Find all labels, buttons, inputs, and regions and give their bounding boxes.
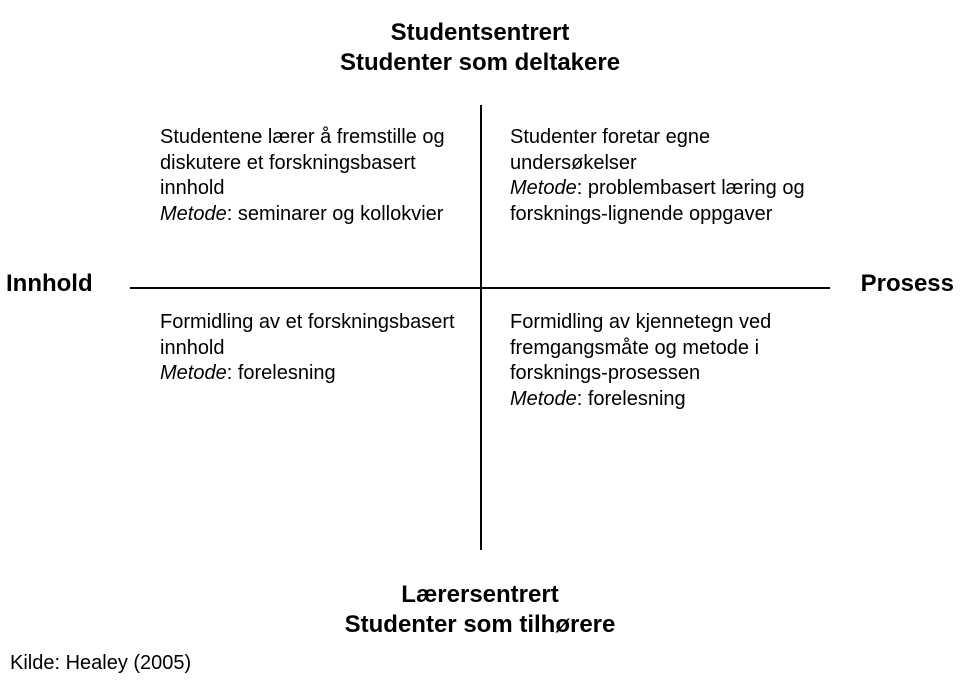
quadrant-bl-text: Formidling av et forskningsbasert innhol…: [160, 311, 455, 359]
vertical-axis-line: [480, 105, 482, 550]
quadrant-tr-text: Studenter foretar egne undersøkelser: [510, 126, 710, 174]
quadrant-top-right: Studenter foretar egne undersøkelser Met…: [510, 125, 810, 227]
quadrant-bl-method-text: : forelesning: [227, 362, 336, 384]
quadrant-tl-method-label: Metode: [160, 203, 227, 225]
left-axis-label: Innhold: [0, 270, 116, 298]
quadrant-br-text: Formidling av kjennetegn ved fremgangsmå…: [510, 311, 771, 384]
quadrant-bottom-right: Formidling av kjennetegn ved fremgangsmå…: [510, 310, 810, 412]
bottom-axis-heading: Lærersentrert Studenter som tilhørere: [0, 580, 960, 640]
top-axis-line1: Studentsentrert: [391, 19, 570, 46]
quadrant-bl-method-label: Metode: [160, 362, 227, 384]
horizontal-axis-line: [130, 287, 830, 289]
quadrant-bottom-left: Formidling av et forskningsbasert innhol…: [160, 310, 460, 387]
bottom-axis-line2: Studenter som tilhørere: [345, 611, 616, 638]
top-axis-heading: Studentsentrert Studenter som deltakere: [0, 18, 960, 78]
right-axis-label: Prosess: [834, 270, 960, 298]
source-citation: Kilde: Healey (2005): [10, 652, 191, 675]
quadrant-br-method-text: : forelesning: [577, 388, 686, 410]
diagram-canvas: Studentsentrert Studenter som deltakere …: [0, 0, 960, 685]
top-axis-line2: Studenter som deltakere: [340, 49, 620, 76]
quadrant-tl-method-text: : seminarer og kollokvier: [227, 203, 444, 225]
quadrant-tl-text: Studentene lærer å fremstille og diskute…: [160, 126, 445, 199]
quadrant-br-method-label: Metode: [510, 388, 577, 410]
quadrant-top-left: Studentene lærer å fremstille og diskute…: [160, 125, 460, 227]
quadrant-tr-method-label: Metode: [510, 177, 577, 199]
bottom-axis-line1: Lærersentrert: [401, 581, 558, 608]
